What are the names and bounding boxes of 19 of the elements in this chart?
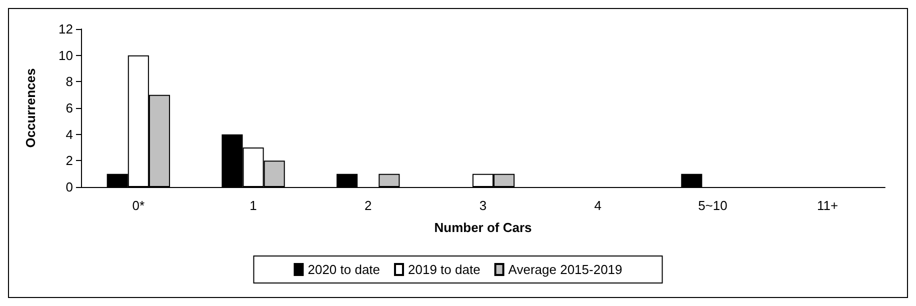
x-tick-label: 2 <box>364 198 372 213</box>
y-tick-label: 10 <box>58 48 73 63</box>
x-tick-label: 11+ <box>817 198 838 213</box>
x-axis-title: Number of Cars <box>434 220 532 235</box>
x-tick-label: 4 <box>594 198 602 213</box>
legend-label: 2019 to date <box>408 262 480 277</box>
y-tick-label: 8 <box>66 74 73 90</box>
legend-label: 2020 to date <box>308 262 380 277</box>
y-tick-label: 12 <box>58 22 73 36</box>
y-tick-label: 2 <box>66 153 73 168</box>
y-tick-label: 0 <box>66 180 73 194</box>
x-tick-label: 3 <box>479 198 487 213</box>
y-axis-title: Occurrences <box>23 68 38 148</box>
x-tick-label: 1 <box>250 198 257 213</box>
legend-label: Average 2015-2019 <box>508 262 622 277</box>
y-tick-label: 6 <box>66 100 73 116</box>
x-tick-label: 0* <box>132 198 145 213</box>
x-tick-label: 5~10 <box>698 198 728 213</box>
y-tick-label: 4 <box>66 126 73 142</box>
